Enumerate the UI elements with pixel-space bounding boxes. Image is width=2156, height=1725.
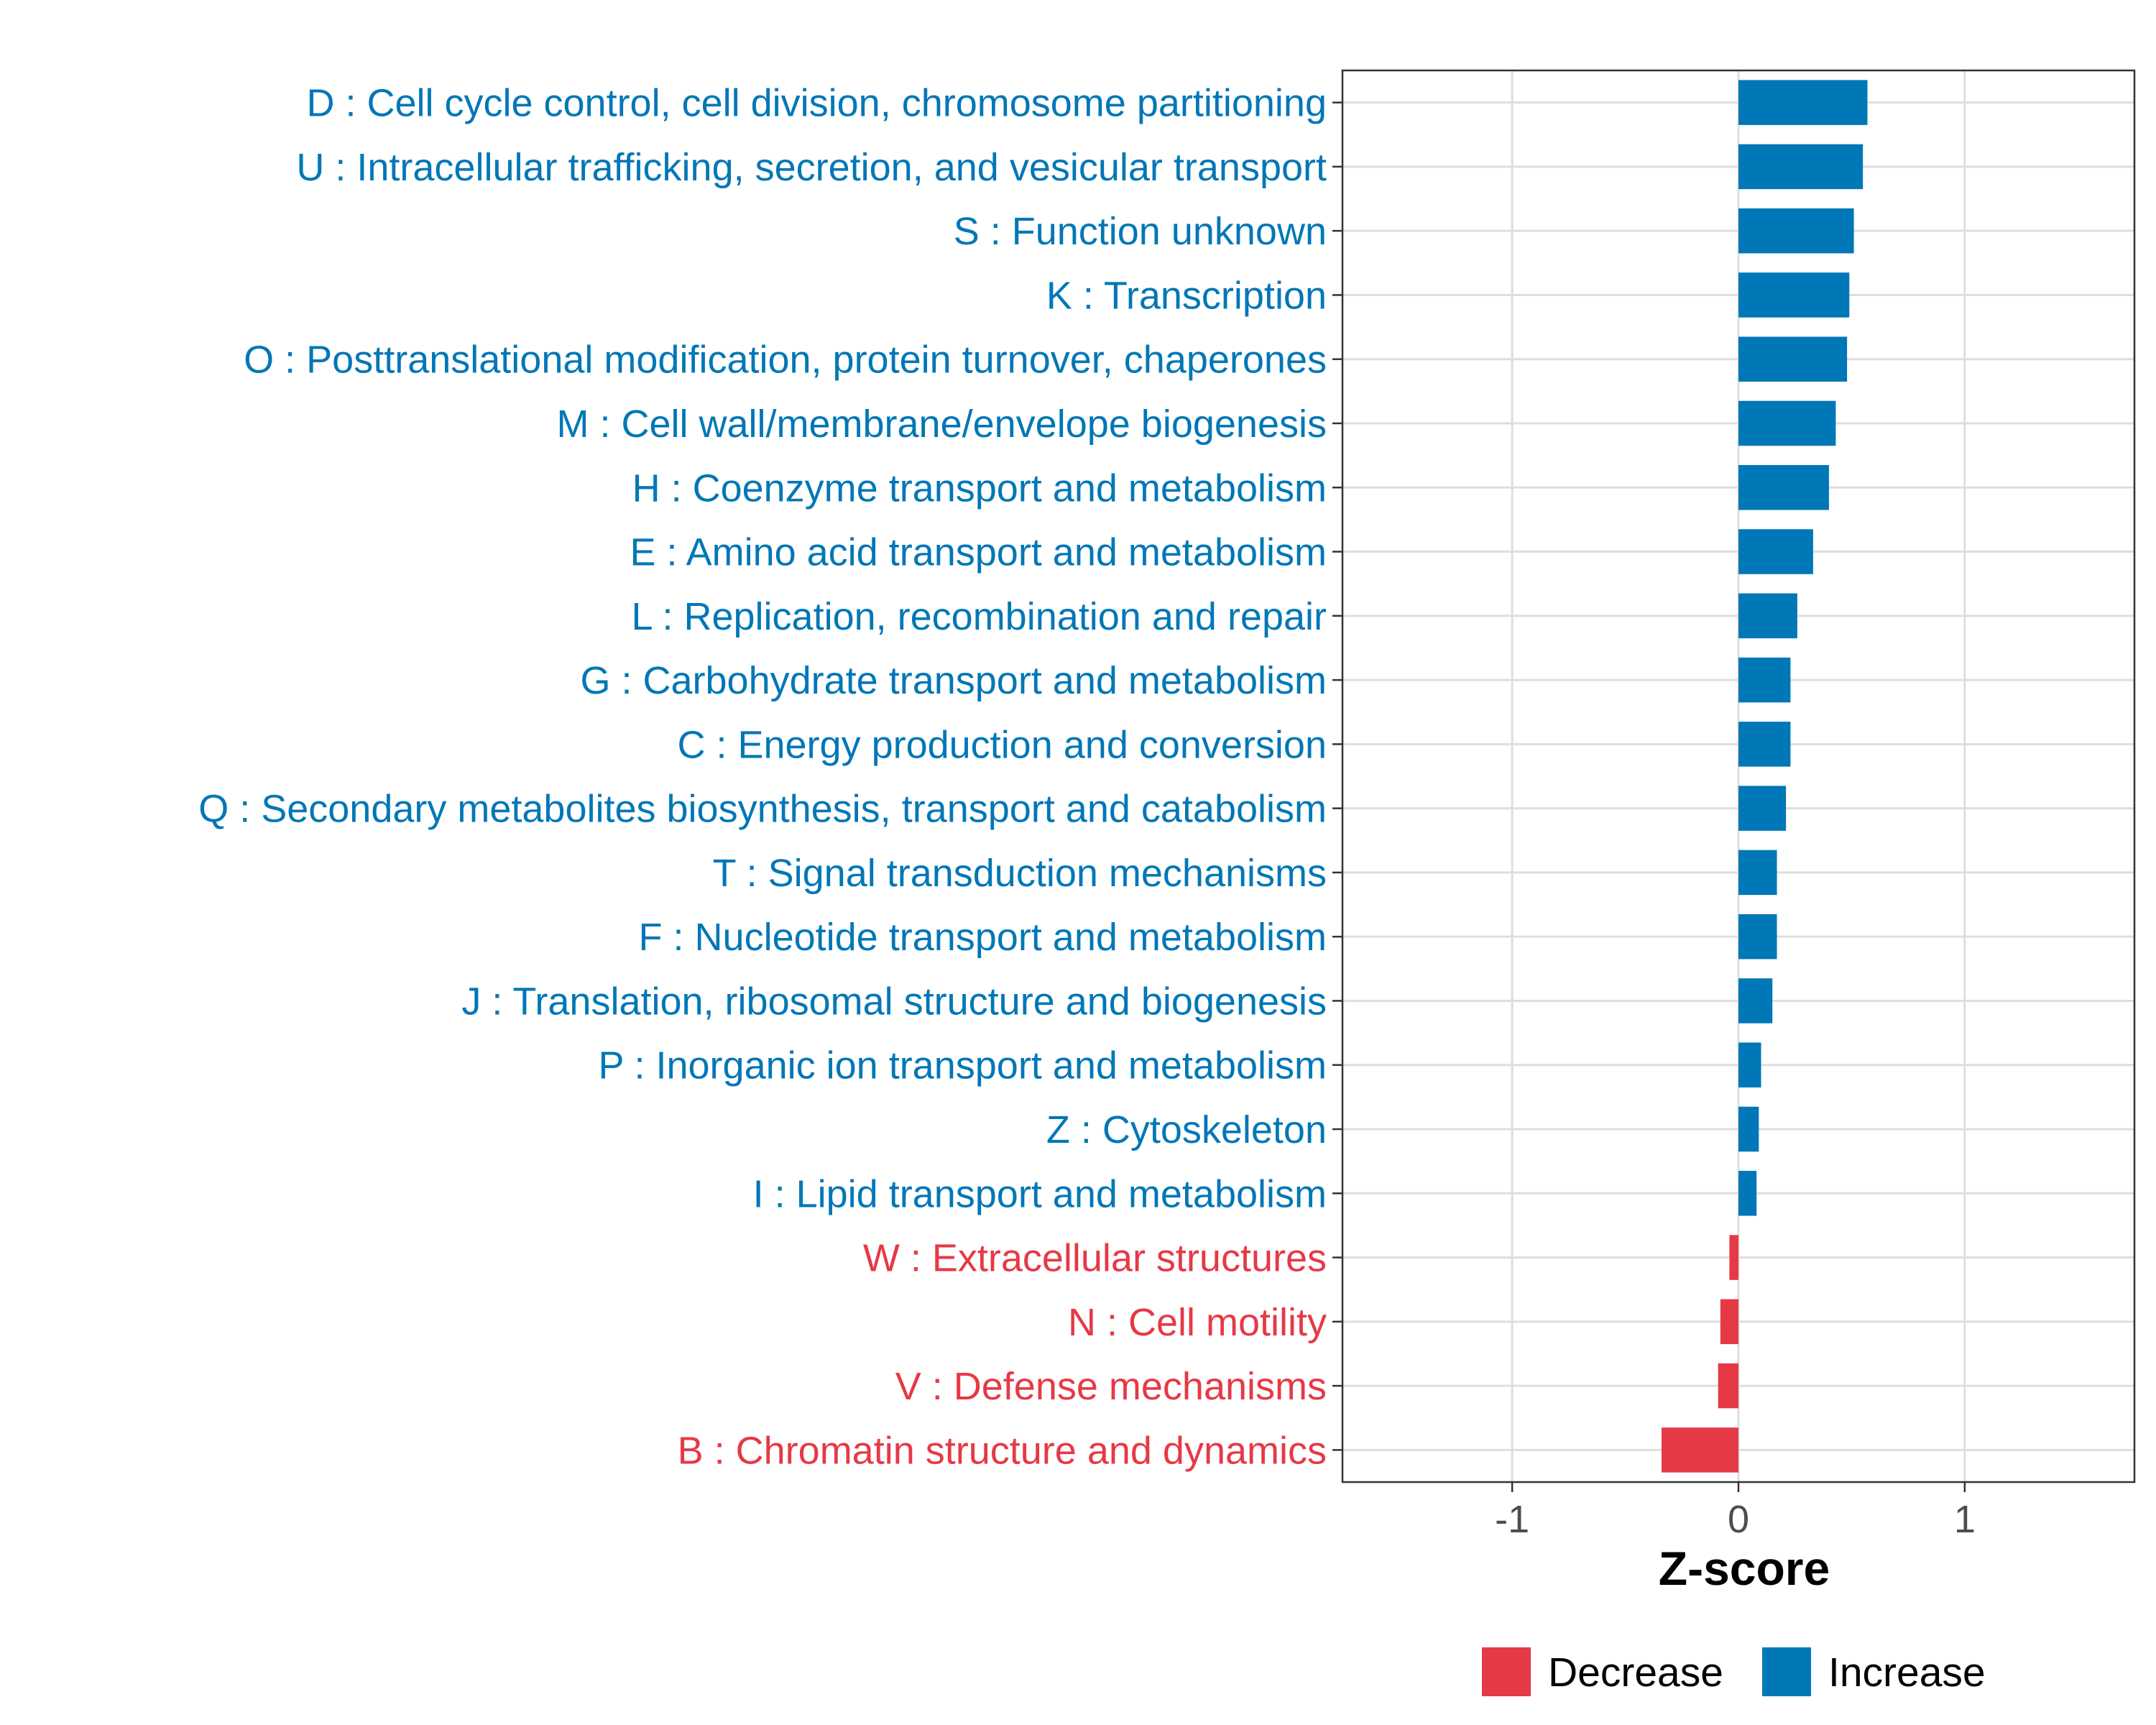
bar-i (1738, 1171, 1757, 1216)
bar-f (1738, 914, 1777, 960)
x-tick-label: 1 (1954, 1498, 1976, 1541)
category-label: S : Function unknown (954, 210, 1327, 253)
category-label: U : Intracellular trafficking, secretion… (296, 146, 1327, 189)
category-label: Z : Cytoskeleton (1046, 1108, 1327, 1151)
bar-e (1738, 529, 1813, 574)
bars (1661, 80, 1868, 1473)
category-label: K : Transcription (1046, 274, 1327, 317)
legend: Decrease Increase (1482, 1647, 1986, 1696)
legend-label-decrease: Decrease (1548, 1650, 1723, 1696)
bar-b (1661, 1427, 1738, 1473)
category-label: D : Cell cycle control, cell division, c… (306, 82, 1327, 125)
category-label: C : Energy production and conversion (677, 723, 1327, 766)
y-axis-category-labels: D : Cell cycle control, cell division, c… (198, 82, 1327, 1473)
x-axis-ticks: -1 0 1 (1495, 1482, 1976, 1541)
x-axis-title: Z-score (1659, 1542, 1830, 1595)
bar-d (1738, 80, 1868, 125)
bar-l (1738, 593, 1797, 639)
category-label: F : Nucleotide transport and metabolism (639, 916, 1327, 959)
bar-m (1738, 400, 1836, 446)
x-tick-label: 0 (1728, 1498, 1749, 1541)
bar-p (1738, 1042, 1761, 1087)
category-label: O : Posttranslational modification, prot… (244, 339, 1327, 382)
category-label: I : Lipid transport and metabolism (753, 1172, 1327, 1215)
category-label: Q : Secondary metabolites biosynthesis, … (198, 788, 1327, 831)
category-label: B : Chromatin structure and dynamics (678, 1429, 1327, 1472)
bar-v (1718, 1363, 1738, 1409)
bar-u (1738, 144, 1864, 190)
category-label: N : Cell motility (1068, 1301, 1327, 1344)
bar-c (1738, 722, 1791, 767)
category-label: H : Coenzyme transport and metabolism (632, 466, 1327, 510)
bar-s (1738, 208, 1854, 254)
bar-q (1738, 786, 1787, 831)
bar-h (1738, 465, 1829, 510)
bar-o (1738, 336, 1848, 382)
category-label: T : Signal transduction mechanisms (713, 852, 1327, 895)
category-label: G : Carbohydrate transport and metabolis… (581, 659, 1327, 702)
bar-w (1729, 1235, 1738, 1280)
category-label: V : Defense mechanisms (895, 1365, 1327, 1408)
bar-z (1738, 1106, 1759, 1152)
category-label: M : Cell wall/membrane/envelope biogenes… (556, 402, 1327, 446)
category-label: W : Extracellular structures (863, 1237, 1327, 1280)
category-label: E : Amino acid transport and metabolism (630, 531, 1327, 574)
bar-n (1720, 1299, 1738, 1345)
bar-k (1738, 272, 1850, 318)
y-axis-ticks (1332, 101, 1342, 1451)
bar-g (1738, 657, 1791, 703)
category-label: P : Inorganic ion transport and metaboli… (598, 1044, 1327, 1087)
category-label: J : Translation, ribosomal structure and… (461, 980, 1327, 1023)
legend-swatch-increase (1762, 1647, 1811, 1696)
bar-j (1738, 978, 1773, 1024)
bar-t (1738, 850, 1777, 896)
legend-swatch-decrease (1482, 1647, 1531, 1696)
category-label: L : Replication, recombination and repai… (631, 595, 1327, 638)
x-tick-label: -1 (1495, 1498, 1529, 1541)
legend-label-increase: Increase (1828, 1650, 1986, 1696)
